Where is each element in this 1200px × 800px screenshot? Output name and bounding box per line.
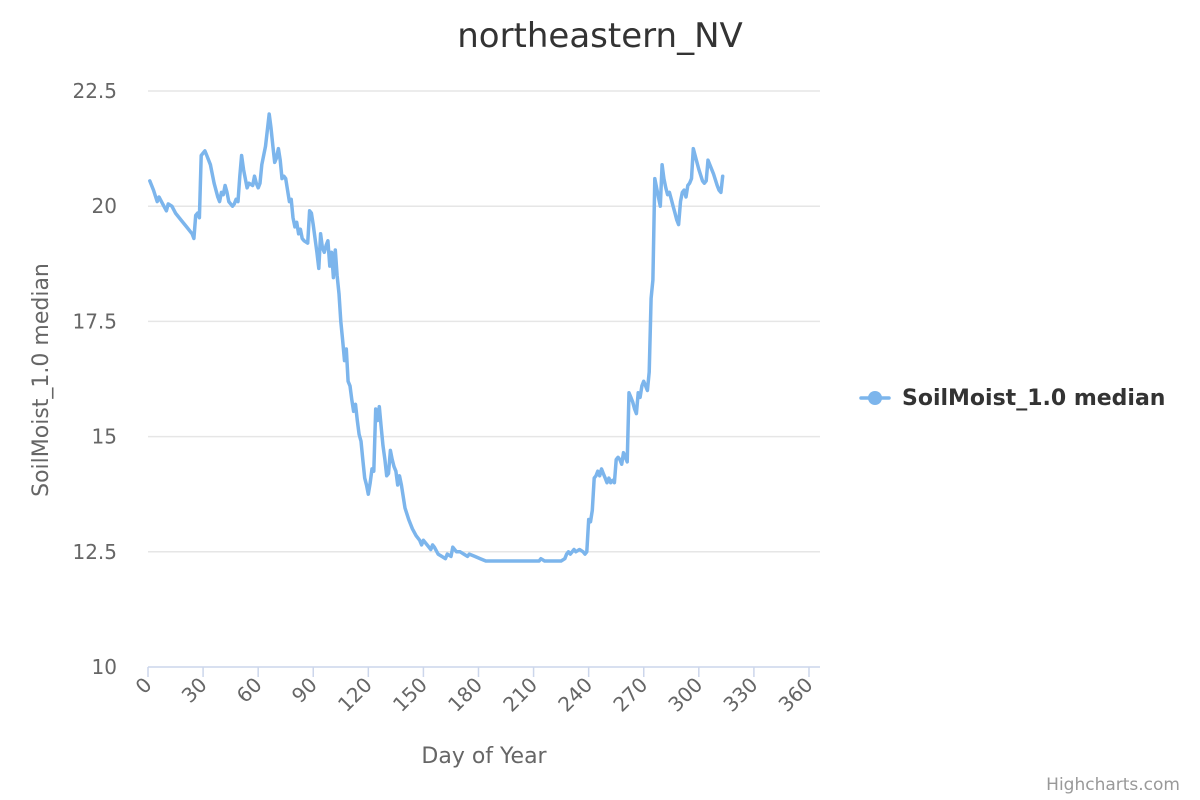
x-tick-label: 180 <box>443 673 487 717</box>
y-tick-label: 12.5 <box>72 540 117 564</box>
x-tick-label: 300 <box>663 673 707 717</box>
chart-title: northeastern_NV <box>457 16 743 56</box>
x-tick-label: 210 <box>498 673 542 717</box>
y-axis-tick-labels: 10 12.5 15 17.5 20 22.5 <box>72 79 117 679</box>
y-tick-label: 22.5 <box>72 79 117 103</box>
credits-link[interactable]: Highcharts.com <box>1046 775 1180 795</box>
y-tick-label: 15 <box>92 425 117 449</box>
x-tick-label: 150 <box>388 673 432 717</box>
series-line[interactable] <box>148 112 725 563</box>
gridlines <box>148 90 820 553</box>
x-tick-label: 330 <box>718 673 762 717</box>
legend-label: SoilMoist_1.0 median <box>902 386 1165 411</box>
x-tick-label: 270 <box>608 673 652 717</box>
x-tick-label: 0 <box>131 673 157 699</box>
x-tick-label: 360 <box>774 673 818 717</box>
series-layer <box>148 112 725 563</box>
x-tick-label: 90 <box>287 673 322 708</box>
y-tick-label: 17.5 <box>72 309 117 333</box>
x-axis: 0 30 60 90 120 150 180 210 240 270 300 330 360 <box>131 666 820 717</box>
y-tick-label: 10 <box>92 655 117 679</box>
legend-marker-icon <box>868 391 882 405</box>
x-tick-label: 120 <box>333 673 377 717</box>
x-tick-label: 60 <box>232 673 267 708</box>
y-tick-label: 20 <box>92 194 117 218</box>
x-tick-label: 30 <box>177 673 212 708</box>
x-axis-title: Day of Year <box>421 744 547 769</box>
y-axis-title: SoilMoist_1.0 median <box>29 263 54 497</box>
legend-item[interactable]: SoilMoist_1.0 median <box>859 386 1165 411</box>
x-tick-label: 240 <box>553 673 597 717</box>
